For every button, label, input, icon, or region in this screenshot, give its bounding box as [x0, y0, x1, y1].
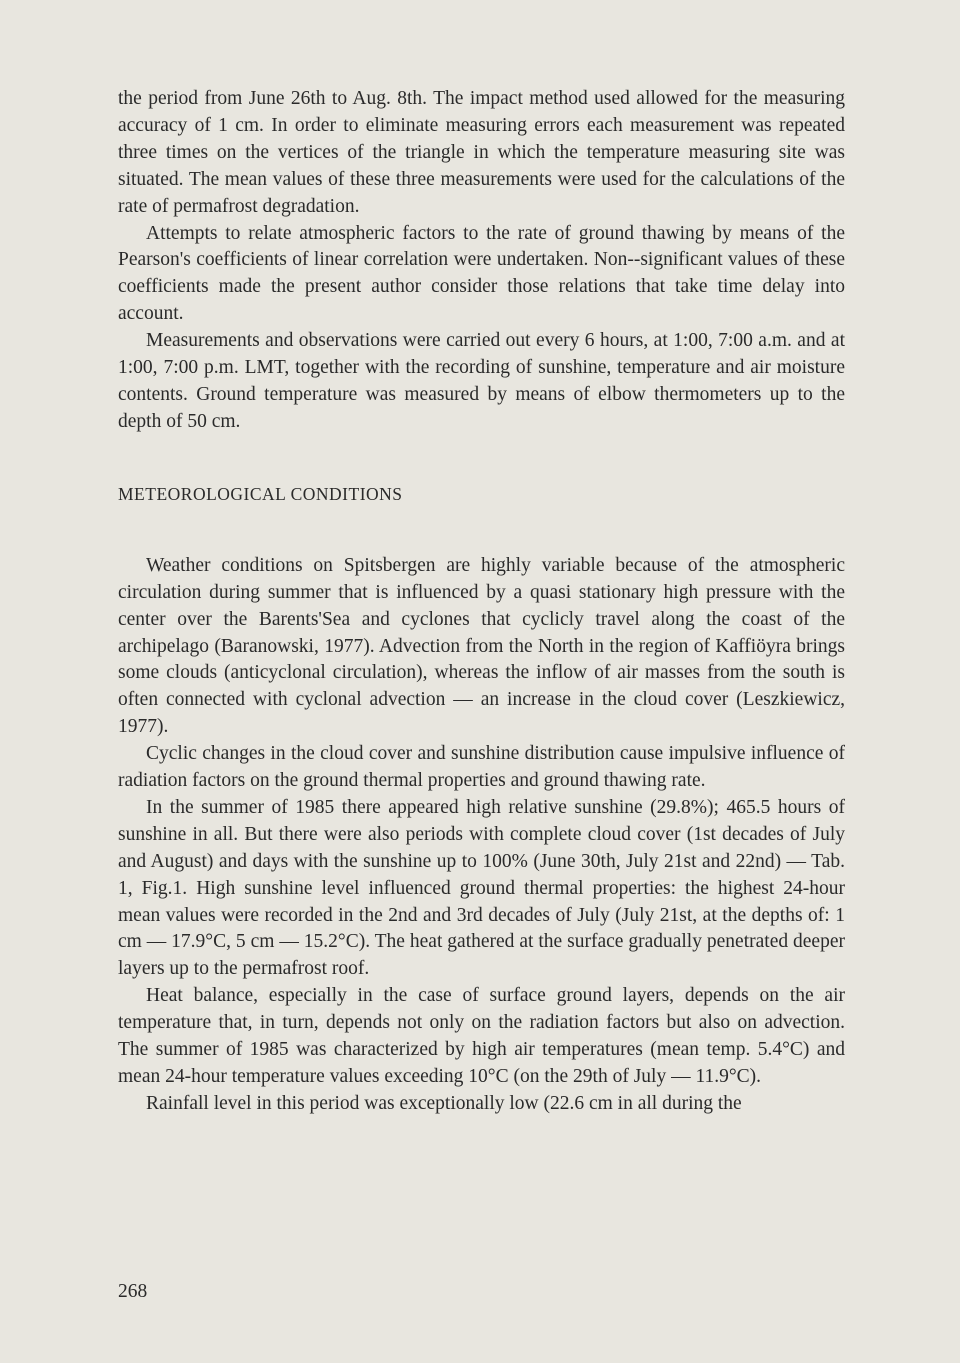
section-meteorological: Weather conditions on Spitsbergen are hi…: [118, 553, 845, 1118]
paragraph-7: Heat balance, especially in the case of …: [118, 983, 845, 1091]
page-number: 268: [118, 1281, 147, 1303]
paragraph-8: Rainfall level in this period was except…: [118, 1091, 845, 1118]
section-heading-meteorological: METEOROLOGICAL CONDITIONS: [118, 484, 845, 505]
section-intro: the period from June 26th to Aug. 8th. T…: [118, 86, 845, 436]
paragraph-6: In the summer of 1985 there appeared hig…: [118, 795, 845, 983]
paragraph-5: Cyclic changes in the cloud cover and su…: [118, 741, 845, 795]
paragraph-3: Measurements and observations were carri…: [118, 328, 845, 436]
paragraph-2: Attempts to relate atmospheric factors t…: [118, 221, 845, 329]
paragraph-4: Weather conditions on Spitsbergen are hi…: [118, 553, 845, 741]
paragraph-1: the period from June 26th to Aug. 8th. T…: [118, 86, 845, 221]
